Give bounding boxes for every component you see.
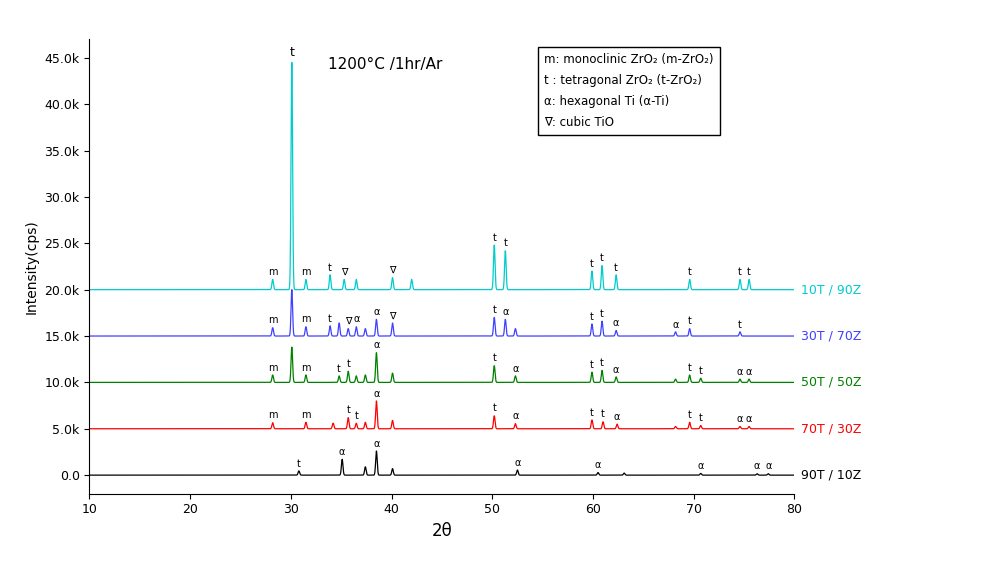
Text: α: α — [595, 460, 601, 470]
Text: α: α — [339, 447, 346, 457]
Text: t: t — [328, 314, 332, 324]
Text: t: t — [600, 309, 604, 319]
Text: t: t — [355, 411, 358, 421]
Text: t: t — [347, 405, 351, 415]
Text: t: t — [338, 364, 341, 374]
Text: t: t — [600, 253, 604, 263]
Text: t: t — [688, 362, 691, 373]
Text: m: m — [301, 267, 311, 277]
Text: m: monoclinic ZrO₂ (m-ZrO₂)
t : tetragonal ZrO₂ (t-ZrO₂)
α: hexagonal Ti (α-Ti)
: m: monoclinic ZrO₂ (m-ZrO₂) t : tetragon… — [544, 53, 714, 129]
Text: t: t — [601, 410, 605, 420]
Text: 90T / 10Z: 90T / 10Z — [801, 468, 862, 482]
Text: 50T / 50Z: 50T / 50Z — [801, 376, 862, 389]
Text: α: α — [672, 320, 679, 329]
Text: α: α — [697, 461, 704, 471]
Text: t: t — [688, 316, 691, 327]
Y-axis label: Intensity(cps): Intensity(cps) — [25, 219, 39, 314]
Text: α: α — [502, 307, 508, 317]
Text: ∇: ∇ — [389, 311, 396, 321]
Text: t: t — [590, 408, 594, 417]
Text: t: t — [503, 238, 507, 249]
Text: α: α — [613, 318, 620, 328]
Text: ∇: ∇ — [341, 267, 348, 277]
Text: α: α — [746, 414, 753, 424]
Text: m: m — [301, 314, 311, 324]
Text: α: α — [754, 462, 761, 471]
Text: t: t — [615, 263, 618, 273]
Text: 1200°C /1hr/Ar: 1200°C /1hr/Ar — [329, 57, 443, 72]
Text: m: m — [301, 362, 311, 373]
Text: t: t — [590, 360, 594, 370]
Text: ∇: ∇ — [345, 316, 352, 327]
Text: t: t — [289, 46, 294, 59]
Text: t: t — [493, 403, 496, 413]
Text: t: t — [297, 459, 301, 468]
Text: t: t — [688, 410, 691, 420]
Text: α: α — [613, 365, 620, 375]
Text: α: α — [614, 412, 621, 422]
Text: t: t — [590, 259, 594, 269]
Text: α: α — [512, 411, 518, 421]
Text: α: α — [373, 307, 379, 317]
Text: ∇: ∇ — [389, 265, 396, 275]
Text: m: m — [268, 267, 277, 277]
Text: α: α — [373, 389, 379, 399]
Text: m: m — [268, 315, 277, 325]
Text: 30T / 70Z: 30T / 70Z — [801, 329, 862, 343]
Text: α: α — [737, 414, 743, 424]
Text: t: t — [738, 320, 742, 329]
Text: α: α — [765, 462, 772, 471]
Text: 70T / 30Z: 70T / 30Z — [801, 422, 862, 435]
Text: t: t — [688, 267, 691, 277]
Text: t: t — [493, 353, 496, 364]
Text: m: m — [301, 410, 311, 420]
Text: t: t — [738, 267, 742, 277]
X-axis label: 2θ: 2θ — [432, 522, 452, 540]
Text: α: α — [746, 367, 753, 377]
Text: 10T / 90Z: 10T / 90Z — [801, 283, 862, 296]
Text: α: α — [514, 458, 520, 468]
Text: α: α — [354, 314, 359, 324]
Text: α: α — [512, 364, 518, 374]
Text: t: t — [590, 312, 594, 321]
Text: t: t — [699, 413, 703, 423]
Text: α: α — [737, 367, 743, 377]
Text: m: m — [268, 362, 277, 373]
Text: t: t — [347, 359, 351, 369]
Text: t: t — [699, 366, 703, 376]
Text: t: t — [493, 233, 496, 243]
Text: t: t — [328, 263, 332, 273]
Text: t: t — [493, 305, 496, 315]
Text: t: t — [600, 358, 604, 368]
Text: α: α — [373, 341, 379, 351]
Text: t: t — [747, 267, 751, 277]
Text: m: m — [268, 411, 277, 420]
Text: α: α — [373, 439, 379, 449]
